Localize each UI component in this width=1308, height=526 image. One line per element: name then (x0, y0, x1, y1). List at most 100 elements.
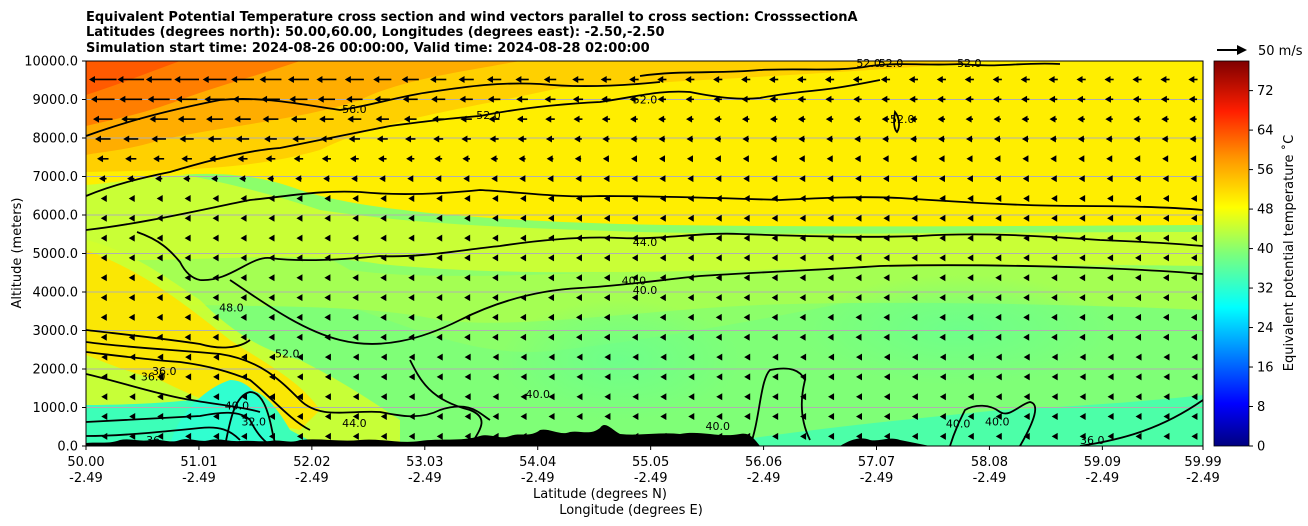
contour-label: 52.0 (476, 109, 501, 122)
wind-vector-head (408, 294, 415, 302)
wind-vector-head (1135, 214, 1142, 222)
wind-vector-head (1079, 313, 1086, 321)
wind-vector-head (1079, 353, 1086, 361)
wind-vector-head (883, 274, 890, 282)
wind-vector-head (156, 274, 163, 282)
x-tick-label-lon: -2.49 (747, 471, 781, 486)
wind-vector-head (659, 294, 666, 302)
wind-vector-head (436, 214, 443, 222)
wind-vector-head (883, 194, 890, 202)
wind-vector-head (212, 234, 219, 242)
wind-vector-head (488, 115, 495, 123)
wind-vector-head (1191, 413, 1198, 421)
wind-vector-head (659, 175, 666, 183)
wind-vector-head (713, 95, 720, 103)
wind-vector-head (101, 353, 108, 361)
wind-vector-head (548, 333, 555, 341)
wind-vector-head (156, 194, 163, 202)
wind-vector-head (769, 115, 776, 123)
wind-vector-head (880, 75, 887, 83)
wind-vector-head (183, 175, 190, 183)
wind-vector-head (716, 353, 723, 361)
wind-vector-head (1023, 254, 1030, 262)
wind-vector-head (185, 353, 192, 361)
wind-vector-head (995, 194, 1002, 202)
colorbar: 0 8 16 24 32 40 48 56 64 72 Equivalent potential … (1213, 60, 1297, 455)
wind-vector-head (743, 234, 750, 242)
wind-vector-head (1135, 294, 1142, 302)
y-axis: 0.0 1000.0 2000.0 3000.0 4000.0 5000.0 6000.0 7… (24, 55, 86, 455)
wind-vector-head (604, 353, 611, 361)
contour-40-right-a (749, 367, 811, 446)
wind-vector-head (268, 413, 275, 421)
wind-vector-head (153, 155, 160, 163)
colorbar-tick-label: 64 (1257, 124, 1274, 139)
contour-label: 48.0 (219, 301, 244, 314)
wind-vector-head (1078, 155, 1085, 163)
wind-vector-head (994, 155, 1001, 163)
wind-vector-head (520, 432, 527, 440)
colorbar-tick-label: 8 (1257, 400, 1265, 415)
wind-vector-head (101, 393, 108, 401)
wind-vector-head (156, 313, 163, 321)
wind-vector-head (1079, 333, 1086, 341)
wind-vector-head (1023, 393, 1030, 401)
wind-vector-head (826, 135, 833, 143)
wind-vector-head (100, 294, 107, 302)
wind-vector-head (799, 254, 806, 262)
wind-vector-head (344, 75, 351, 83)
wind-vector-head (202, 75, 209, 83)
wind-vector-field (88, 75, 1198, 440)
wind-vector-head (631, 294, 638, 302)
wind-vector-head (771, 214, 778, 222)
wind-vector-head (213, 432, 220, 440)
wind-vector-head (231, 75, 238, 83)
wind-vector-head (352, 234, 359, 242)
wind-vector-head (380, 432, 387, 440)
wind-vector-head (464, 432, 471, 440)
wind-vector-head (604, 373, 611, 381)
wind-vector-head (179, 135, 186, 143)
wind-vector-head (296, 254, 303, 262)
wind-vector-head (853, 115, 860, 123)
wind-vector-head (184, 333, 191, 341)
wind-vector-head (156, 333, 163, 341)
wind-vector-head (716, 432, 723, 440)
contour-52-closed (893, 109, 900, 134)
wind-vector-head (548, 413, 555, 421)
wind-vector-head (744, 393, 751, 401)
x-tick-label-lon: -2.49 (295, 471, 329, 486)
wind-vector-head (772, 393, 779, 401)
wind-vector-head (174, 75, 181, 83)
wind-vector-head (883, 333, 890, 341)
wind-vector-head (156, 254, 163, 262)
wind-vector-head (547, 175, 554, 183)
wind-vector-head (1049, 135, 1056, 143)
wind-vector-head (123, 135, 130, 143)
y-tick-label: 7000.0 (33, 170, 79, 185)
x-tick-label-lon: -2.49 (182, 471, 216, 486)
wind-vector-head (268, 214, 275, 222)
wind-vector-head (464, 194, 471, 202)
contour-label: 52.0 (275, 348, 300, 361)
contour-labels: 56.0 52.052.052.052.052.0 52.044.040.040.0… (141, 57, 1105, 447)
wind-vector-head (1051, 234, 1058, 242)
wind-vector-head (856, 393, 863, 401)
wind-vector-head (324, 234, 331, 242)
wind-vector-head (352, 413, 359, 421)
wind-vector-head (321, 155, 328, 163)
wind-vector-head (378, 155, 385, 163)
wind-vector-head (939, 413, 946, 421)
wind-vector-head (261, 95, 268, 103)
wind-vector-head (121, 115, 128, 123)
wind-vector-head (575, 254, 582, 262)
wind-vector-head (967, 413, 974, 421)
wind-vector-head (939, 274, 946, 282)
wind-vector-head (128, 214, 135, 222)
wind-vector-head (716, 373, 723, 381)
wind-vector-head (799, 294, 806, 302)
wind-vector-head (631, 214, 638, 222)
wind-vector-head (464, 274, 471, 282)
wind-vector-head (853, 95, 860, 103)
wind-vector-head (827, 274, 834, 282)
